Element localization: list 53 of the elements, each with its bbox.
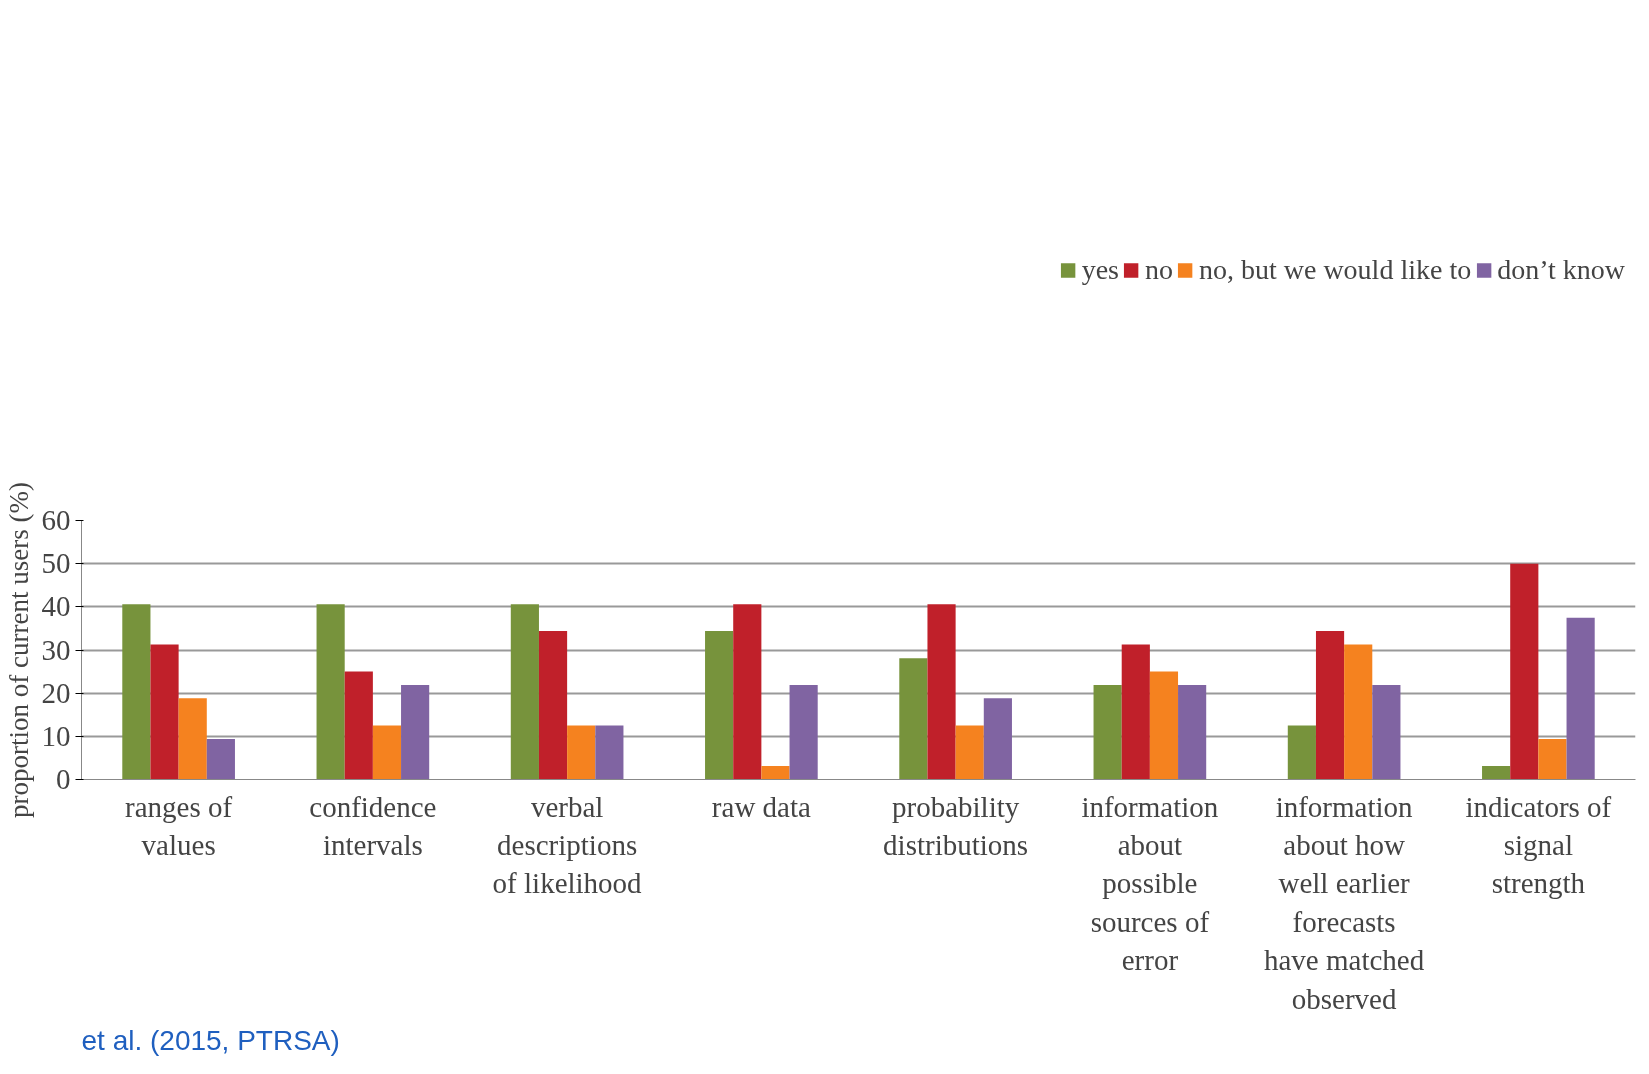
bar [1315,631,1345,780]
y-axis-title: proportion of current users (%) [3,482,34,818]
y-tick-label: 40 [41,590,71,623]
bar [372,725,402,780]
bar [705,631,734,780]
bar [567,725,596,780]
bar [733,604,762,780]
text: et al. (2015, PTRSA) [81,1024,340,1056]
bar [1093,684,1122,780]
bar [1344,644,1373,780]
bar [150,644,179,780]
bar [510,604,539,780]
bar [1372,684,1401,780]
legend-label: don’t know [1497,254,1625,286]
x-tick-label: information about how well earlier forecasts have matched observed [1264,790,1425,1015]
x-tick-label: raw data [711,790,812,823]
bar [178,698,207,780]
y-tick-label: 30 [41,633,71,666]
y-tick-label: 50 [41,547,71,580]
bar [955,725,984,780]
bar [1287,725,1316,780]
x-tick-label: ranges of values [125,790,233,861]
bar [1566,617,1595,780]
bar [344,671,373,780]
y-tick-label: 20 [41,676,71,709]
legend-label: yes [1081,254,1119,286]
x-tick-label: confidence intervals [309,790,437,861]
bar [983,698,1012,780]
x-tick-label: verbal descriptions of likelihood [492,790,643,900]
x-tick-label: information about possible sources of error [1081,790,1219,977]
bar [1149,671,1179,780]
bar [316,604,345,780]
x-tick-label: probability distributions [883,790,1029,861]
bar [1482,766,1511,780]
bar [1178,684,1207,780]
bar [1121,644,1150,780]
y-tick-label: 0 [56,763,71,795]
bar [1538,738,1567,780]
bar [927,604,956,780]
y-tick-label: 60 [41,504,71,536]
x-tick-label: indicators of signal strength [1465,790,1612,900]
bar [899,658,928,780]
bar [1510,563,1539,780]
bar [538,631,568,780]
legend-label: no [1144,254,1173,286]
bar [595,725,624,780]
y-tick-label: 10 [41,719,71,752]
bar [761,766,790,780]
bar [122,604,151,780]
legend-label: no, but we would like to [1198,254,1472,286]
bar [789,684,818,780]
bar [401,684,430,780]
bar [206,738,235,780]
